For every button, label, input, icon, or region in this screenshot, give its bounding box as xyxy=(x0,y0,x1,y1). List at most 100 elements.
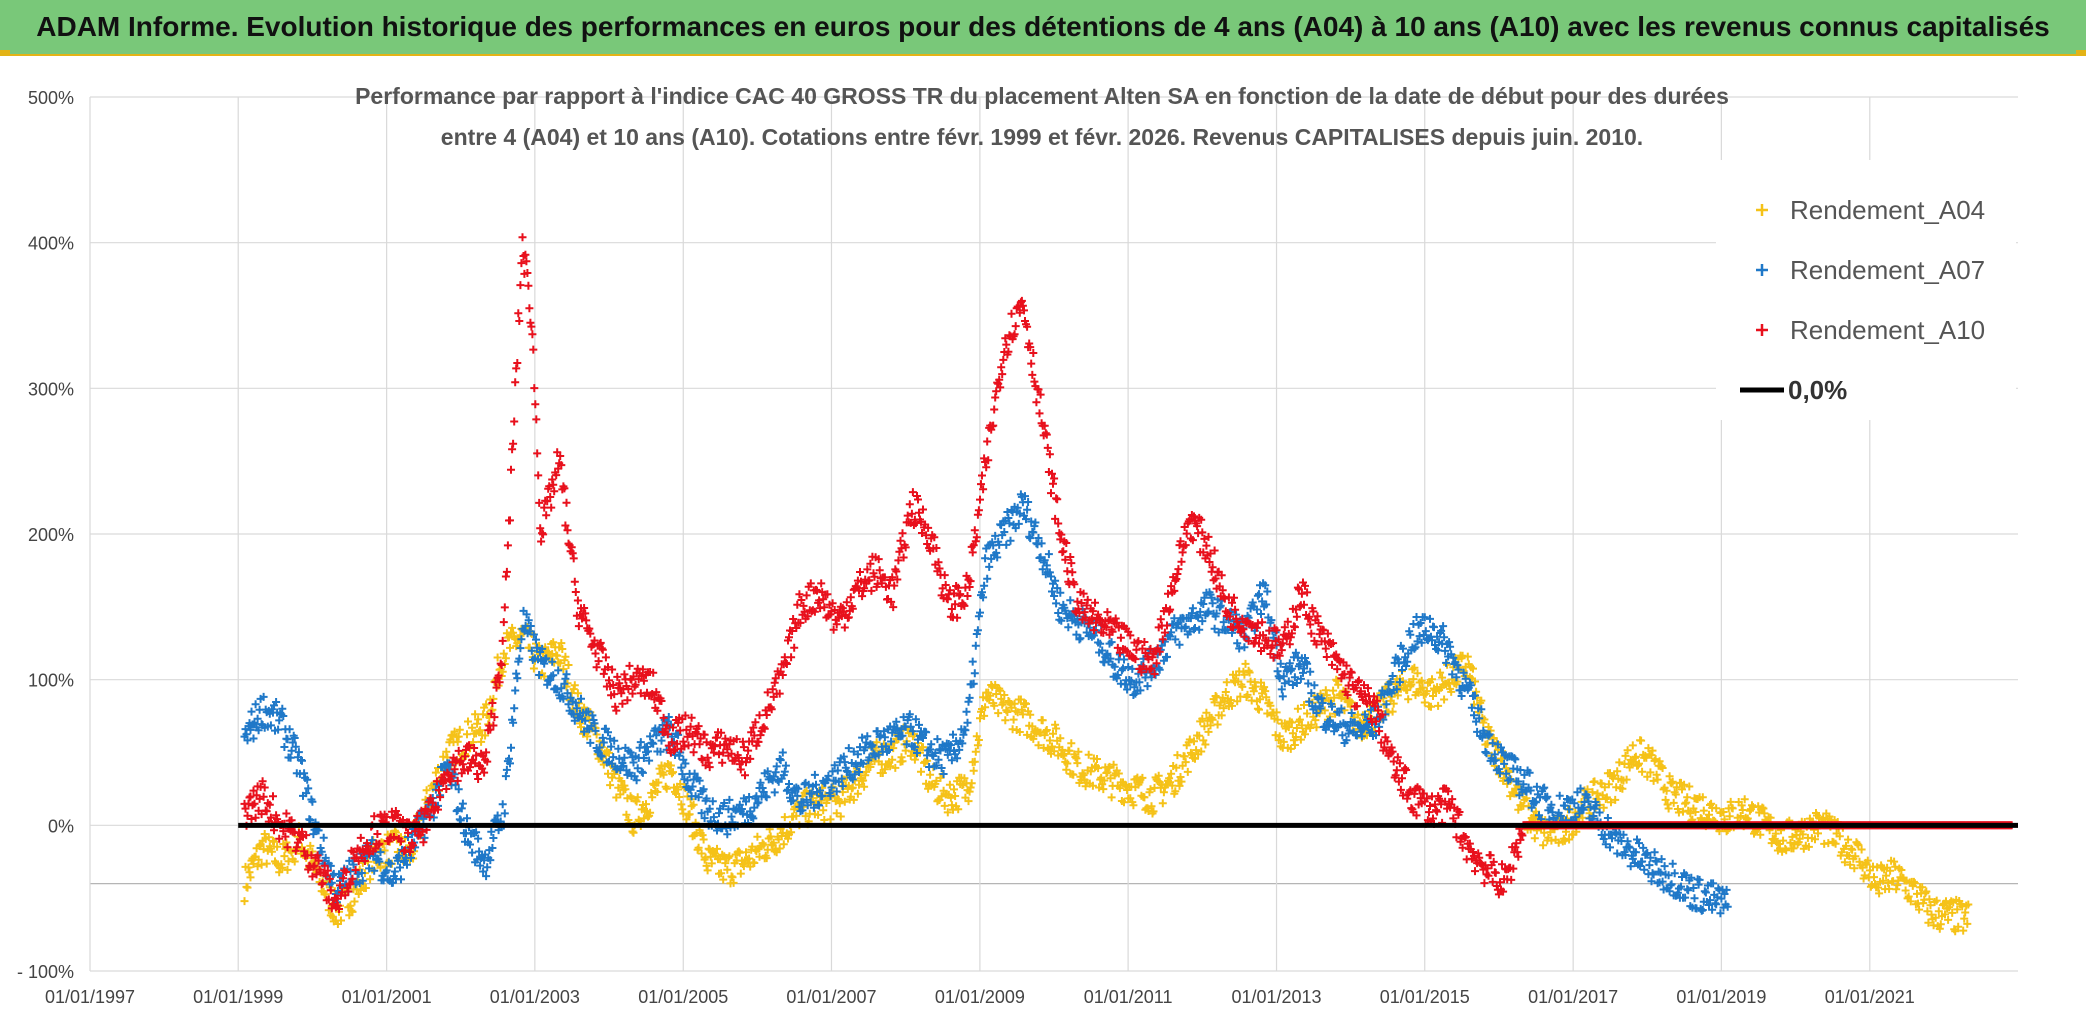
data-point xyxy=(1766,813,1775,822)
data-point xyxy=(1198,714,1207,723)
data-point xyxy=(1018,710,1027,719)
data-point xyxy=(1672,783,1681,792)
data-point xyxy=(943,750,952,759)
data-point xyxy=(292,843,301,852)
data-point xyxy=(675,793,684,801)
data-point xyxy=(1628,854,1637,863)
data-point xyxy=(1150,670,1159,678)
data-point xyxy=(1613,849,1622,858)
data-point xyxy=(1402,766,1411,774)
data-point xyxy=(1442,658,1451,667)
data-point xyxy=(1343,691,1352,700)
data-point xyxy=(1342,736,1351,745)
data-point xyxy=(623,696,632,705)
data-point xyxy=(893,575,902,584)
data-point xyxy=(249,734,258,743)
data-point xyxy=(1029,734,1038,743)
data-point xyxy=(610,736,619,745)
data-point xyxy=(1599,803,1608,812)
data-point xyxy=(1316,704,1325,713)
data-point xyxy=(1446,642,1455,651)
data-point xyxy=(789,615,798,623)
x-tick-label: 01/01/2015 xyxy=(1380,987,1470,1007)
data-point xyxy=(1612,829,1621,838)
data-point xyxy=(1240,632,1249,641)
data-point xyxy=(886,762,895,771)
data-point xyxy=(982,463,991,472)
data-point xyxy=(1925,895,1934,904)
data-point xyxy=(1520,770,1529,779)
data-point xyxy=(1862,860,1871,869)
data-point xyxy=(1185,515,1194,524)
data-point xyxy=(1595,808,1604,817)
data-point xyxy=(680,742,689,751)
data-point xyxy=(249,786,258,795)
data-point xyxy=(946,793,955,802)
data-point xyxy=(1484,731,1493,740)
data-point xyxy=(1886,866,1895,875)
data-point xyxy=(1945,903,1954,912)
data-point xyxy=(1274,635,1283,644)
data-point xyxy=(533,449,542,458)
data-point xyxy=(1238,682,1247,691)
data-point xyxy=(639,814,648,823)
data-point xyxy=(1083,595,1092,604)
data-point xyxy=(756,778,765,787)
data-point xyxy=(1454,665,1463,674)
data-point xyxy=(1074,747,1083,756)
data-point xyxy=(1163,621,1171,630)
data-point xyxy=(1863,856,1872,865)
data-point xyxy=(1140,638,1149,646)
data-point xyxy=(1067,739,1076,748)
data-point xyxy=(760,724,769,733)
data-point xyxy=(919,743,927,752)
data-point xyxy=(1188,604,1197,613)
data-point xyxy=(278,863,287,872)
data-point xyxy=(1051,576,1060,585)
data-point xyxy=(1774,840,1783,848)
data-point xyxy=(678,770,687,779)
data-point xyxy=(571,588,580,596)
data-point xyxy=(1081,782,1090,791)
data-point xyxy=(290,734,299,742)
data-point xyxy=(1293,704,1302,713)
data-point xyxy=(1146,644,1155,653)
data-point xyxy=(1621,751,1630,760)
data-point xyxy=(1370,692,1378,701)
data-point xyxy=(1437,626,1446,635)
data-point xyxy=(746,862,755,871)
data-point xyxy=(1461,833,1470,841)
data-point xyxy=(483,863,492,872)
data-point xyxy=(819,806,828,815)
data-point xyxy=(725,852,734,861)
data-point xyxy=(1386,677,1395,686)
data-point xyxy=(1005,519,1014,528)
data-point xyxy=(780,767,789,776)
data-point xyxy=(535,671,544,679)
data-point xyxy=(947,801,956,810)
data-point xyxy=(563,526,572,535)
data-point xyxy=(580,604,589,612)
data-point xyxy=(828,599,837,608)
y-tick-label: 0% xyxy=(48,816,74,836)
data-point xyxy=(507,465,515,474)
y-axis-tick-labels: - 100%0%100%200%300%400%500% xyxy=(17,88,74,982)
data-point xyxy=(674,785,683,794)
data-point xyxy=(324,895,333,904)
data-point xyxy=(476,726,485,735)
data-point xyxy=(1842,841,1850,850)
data-point xyxy=(1904,892,1913,901)
data-point xyxy=(736,869,745,878)
data-point xyxy=(763,845,772,854)
data-point xyxy=(1073,597,1082,606)
data-point xyxy=(1300,600,1308,609)
data-point xyxy=(1670,869,1679,878)
data-point xyxy=(1645,861,1654,870)
data-point xyxy=(1093,755,1101,763)
data-point xyxy=(979,485,988,494)
data-point xyxy=(599,669,608,678)
data-point xyxy=(750,859,759,867)
data-point xyxy=(1396,785,1405,794)
data-point xyxy=(1048,742,1056,751)
data-point xyxy=(498,667,507,676)
